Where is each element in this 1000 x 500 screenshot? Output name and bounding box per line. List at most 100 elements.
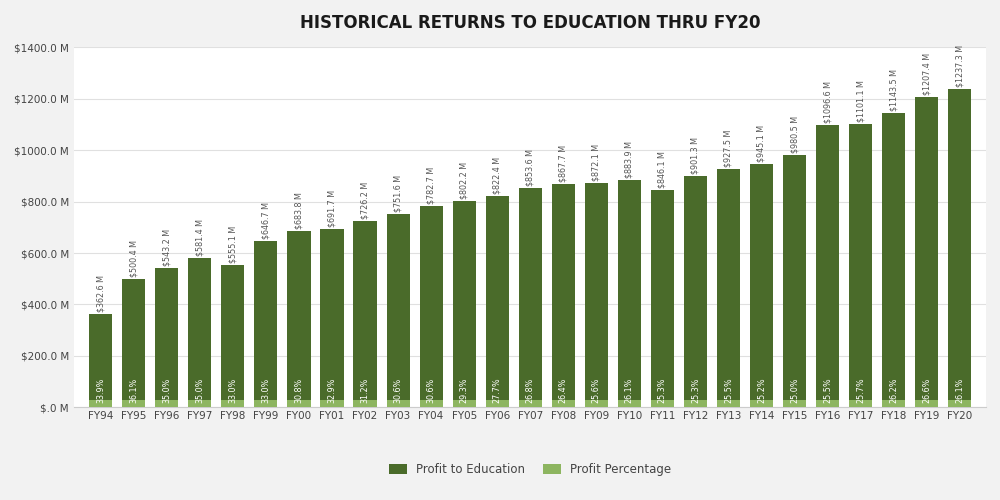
Text: $646.7 M: $646.7 M xyxy=(261,202,270,239)
Text: 36.1%: 36.1% xyxy=(129,378,138,402)
Bar xyxy=(585,183,608,408)
Bar xyxy=(287,400,311,407)
Text: $362.6 M: $362.6 M xyxy=(96,275,105,312)
Bar xyxy=(519,188,542,408)
Text: $945.1 M: $945.1 M xyxy=(757,125,766,162)
Text: $726.2 M: $726.2 M xyxy=(361,182,370,218)
Bar xyxy=(552,184,575,408)
Text: $782.7 M: $782.7 M xyxy=(427,167,436,204)
Bar xyxy=(651,400,674,407)
Bar xyxy=(155,400,178,407)
Text: $901.3 M: $901.3 M xyxy=(691,136,700,173)
Text: $1101.1 M: $1101.1 M xyxy=(856,80,865,122)
Text: 27.7%: 27.7% xyxy=(493,377,502,402)
Text: $853.6 M: $853.6 M xyxy=(526,149,535,186)
Text: 25.3%: 25.3% xyxy=(691,377,700,402)
Text: $691.7 M: $691.7 M xyxy=(327,190,336,228)
Text: 26.4%: 26.4% xyxy=(559,378,568,402)
Bar xyxy=(320,400,344,407)
Text: $500.4 M: $500.4 M xyxy=(129,240,138,277)
Bar xyxy=(254,241,277,408)
Text: $883.9 M: $883.9 M xyxy=(625,141,634,178)
Bar xyxy=(221,264,244,408)
Text: 35.0%: 35.0% xyxy=(195,378,204,402)
Text: $1207.4 M: $1207.4 M xyxy=(922,52,931,95)
Text: $980.5 M: $980.5 M xyxy=(790,116,799,153)
Bar xyxy=(519,400,542,407)
Bar xyxy=(320,230,344,408)
Bar xyxy=(486,196,509,408)
Text: 30.8%: 30.8% xyxy=(294,378,303,402)
Bar xyxy=(783,155,806,407)
Text: 31.2%: 31.2% xyxy=(361,378,370,402)
Text: 29.3%: 29.3% xyxy=(460,377,469,402)
Bar xyxy=(915,400,938,407)
Text: $872.1 M: $872.1 M xyxy=(592,144,601,181)
Text: 26.2%: 26.2% xyxy=(889,377,898,402)
Bar xyxy=(453,400,476,407)
Bar xyxy=(948,400,971,407)
Bar xyxy=(618,400,641,407)
Bar xyxy=(420,400,443,407)
Text: 25.6%: 25.6% xyxy=(592,377,601,402)
Bar xyxy=(585,400,608,407)
Bar xyxy=(651,190,674,408)
Bar xyxy=(387,400,410,407)
Bar xyxy=(486,400,509,407)
Bar xyxy=(783,400,806,407)
Bar xyxy=(188,258,211,408)
Text: 33.0%: 33.0% xyxy=(261,378,270,402)
Text: 30.6%: 30.6% xyxy=(427,378,436,402)
Text: 25.3%: 25.3% xyxy=(658,377,667,402)
Text: 33.0%: 33.0% xyxy=(228,378,237,402)
Bar xyxy=(453,201,476,408)
Text: $846.1 M: $846.1 M xyxy=(658,151,667,188)
Bar xyxy=(915,97,938,408)
Text: 32.9%: 32.9% xyxy=(327,377,336,402)
Bar xyxy=(750,164,773,408)
Bar xyxy=(122,278,145,407)
Bar xyxy=(353,400,377,407)
Bar xyxy=(420,206,443,408)
Text: $751.6 M: $751.6 M xyxy=(394,175,403,212)
Text: $1237.3 M: $1237.3 M xyxy=(955,45,964,87)
Bar xyxy=(122,400,145,407)
Legend: Profit to Education, Profit Percentage: Profit to Education, Profit Percentage xyxy=(384,458,676,480)
Bar xyxy=(882,400,905,407)
Bar xyxy=(684,176,707,408)
Bar xyxy=(849,400,872,407)
Text: $1143.5 M: $1143.5 M xyxy=(889,69,898,111)
Bar xyxy=(89,314,112,408)
Text: $543.2 M: $543.2 M xyxy=(162,228,171,266)
Bar xyxy=(618,180,641,408)
Text: $822.4 M: $822.4 M xyxy=(493,156,502,194)
Text: 33.9%: 33.9% xyxy=(96,378,105,402)
Bar xyxy=(717,400,740,407)
Bar xyxy=(948,89,971,408)
Text: 35.0%: 35.0% xyxy=(162,378,171,402)
Text: $683.8 M: $683.8 M xyxy=(294,192,303,230)
Text: 25.5%: 25.5% xyxy=(724,377,733,402)
Text: $867.7 M: $867.7 M xyxy=(559,145,568,182)
Bar xyxy=(287,232,311,408)
Bar xyxy=(552,400,575,407)
Text: $927.5 M: $927.5 M xyxy=(724,130,733,167)
Text: 25.5%: 25.5% xyxy=(823,377,832,402)
Bar xyxy=(882,114,905,408)
Bar xyxy=(387,214,410,408)
Bar xyxy=(221,400,244,407)
Text: $802.2 M: $802.2 M xyxy=(460,162,469,199)
Bar xyxy=(684,400,707,407)
Bar xyxy=(353,220,377,408)
Bar xyxy=(750,400,773,407)
Bar xyxy=(816,400,839,407)
Text: $581.4 M: $581.4 M xyxy=(195,219,204,256)
Text: 26.6%: 26.6% xyxy=(922,378,931,402)
Bar xyxy=(849,124,872,408)
Text: 26.1%: 26.1% xyxy=(955,378,964,402)
Bar xyxy=(816,126,839,408)
Text: 26.8%: 26.8% xyxy=(526,378,535,402)
Bar xyxy=(717,169,740,408)
Bar xyxy=(188,400,211,407)
Text: 26.1%: 26.1% xyxy=(625,378,634,402)
